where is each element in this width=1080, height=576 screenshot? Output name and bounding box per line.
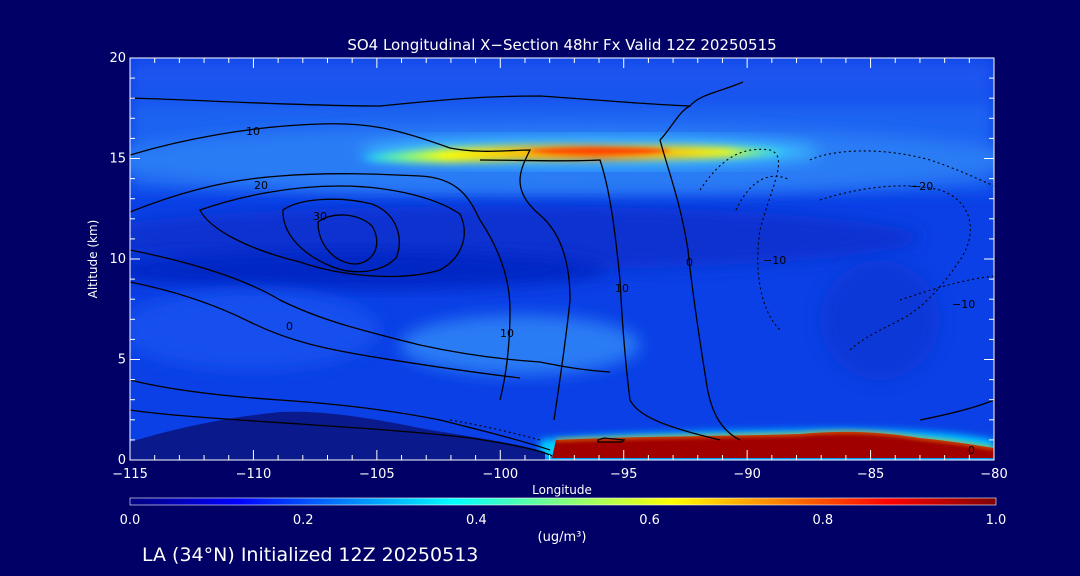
contour-label: 30 <box>313 210 327 223</box>
y-axis: 0 5 10 15 20 <box>109 51 994 468</box>
x-tick-label: −85 <box>857 467 884 482</box>
contour-label: 0 <box>286 320 293 333</box>
colorbar <box>129 497 997 506</box>
colorbar-tick-label: 0.0 <box>120 513 141 528</box>
footer-caption: LA (34°N) Initialized 12Z 20250513 <box>142 544 478 566</box>
colorbar-tick-label: 0.4 <box>466 513 487 528</box>
contour-lines <box>130 81 994 457</box>
x-tick-label: −110 <box>236 467 272 482</box>
y-tick-label: 20 <box>109 51 126 66</box>
colorbar-ticks: 0.0 0.2 0.4 0.6 0.8 1.0 <box>120 513 1007 528</box>
contour-label: 10 <box>246 125 260 138</box>
x-tick-label: −95 <box>610 467 637 482</box>
x-tick-label: −90 <box>733 467 760 482</box>
y-axis-title: Altitude (km) <box>86 220 100 299</box>
x-tick-label: −100 <box>482 467 518 482</box>
colorbar-tick-label: 0.8 <box>812 513 833 528</box>
x-tick-label: −80 <box>980 467 1007 482</box>
colorbar-tick-label: 1.0 <box>986 513 1007 528</box>
chart-title: SO4 Longitudinal X−Section 48hr Fx Valid… <box>347 36 776 54</box>
contour-label: −10 <box>952 298 975 311</box>
contour-labels: 10 20 30 0 10 10 0 −20 −10 −10 0 <box>246 125 975 457</box>
colorbar-tick-label: 0.2 <box>293 513 314 528</box>
colorbar-tick-label: 0.6 <box>639 513 660 528</box>
x-axis-title: Longitude <box>532 483 592 497</box>
y-tick-label: 5 <box>118 353 126 368</box>
y-tick-label: 0 <box>118 453 126 468</box>
heatmap-field <box>130 58 994 460</box>
contour-label: −10 <box>763 254 786 267</box>
y-tick-label: 15 <box>109 152 126 167</box>
contour-label: 10 <box>500 327 514 340</box>
contour-label: 20 <box>254 179 268 192</box>
colorbar-units: (ug/m³) <box>538 530 587 545</box>
x-tick-label: −105 <box>359 467 395 482</box>
contour-label: −20 <box>910 180 933 193</box>
y-tick-label: 10 <box>109 252 126 267</box>
contour-label: 0 <box>968 444 975 457</box>
x-tick-label: −115 <box>112 467 148 482</box>
contour-label: 10 <box>615 282 629 295</box>
x-axis: −115 −110 −105 −100 −95 −90 −85 −80 <box>112 58 1008 482</box>
contour-label: 0 <box>686 256 693 269</box>
